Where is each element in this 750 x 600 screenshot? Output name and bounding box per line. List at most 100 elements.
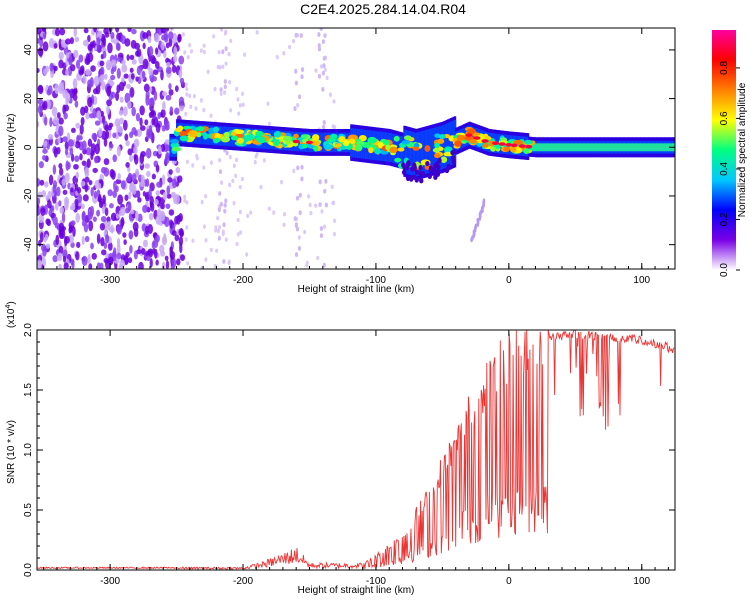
band-stripe bbox=[585, 143, 588, 152]
noise-cell bbox=[81, 140, 87, 151]
band-stripe bbox=[625, 143, 628, 152]
faint-cell bbox=[333, 125, 337, 130]
noise-cell bbox=[37, 104, 43, 115]
noise-cell bbox=[164, 139, 171, 145]
noise-cell bbox=[168, 31, 174, 40]
noise-cell bbox=[123, 73, 129, 79]
band-stripe bbox=[601, 143, 604, 152]
noise-cell bbox=[77, 135, 83, 141]
faint-cell bbox=[267, 121, 271, 127]
band-blob bbox=[440, 156, 448, 163]
noise-cell bbox=[112, 154, 118, 163]
noise-cell bbox=[110, 59, 117, 67]
noise-cell bbox=[80, 203, 85, 210]
snr-scale-exponent: 4 bbox=[5, 305, 12, 309]
noise-cell bbox=[68, 234, 75, 244]
band-blob bbox=[323, 143, 334, 150]
noise-cell bbox=[87, 210, 93, 220]
band-blob bbox=[169, 139, 179, 144]
noise-cell bbox=[146, 170, 151, 178]
band-blob bbox=[223, 132, 230, 138]
column-cell bbox=[322, 120, 326, 125]
noise-cell bbox=[126, 83, 131, 89]
noise-cell bbox=[155, 215, 161, 225]
noise-cell bbox=[86, 158, 91, 169]
band-stripe bbox=[608, 143, 611, 152]
band-stripe bbox=[627, 143, 631, 152]
noise-cell bbox=[153, 90, 158, 101]
noise-cell bbox=[80, 117, 85, 126]
noise-cell bbox=[37, 259, 42, 269]
noise-cell bbox=[71, 259, 75, 269]
noise-cell bbox=[106, 105, 110, 115]
noise-cell bbox=[101, 130, 107, 140]
noise-cell bbox=[39, 232, 44, 243]
noise-cell bbox=[102, 36, 107, 46]
noise-cell bbox=[101, 205, 106, 214]
lower-blob bbox=[451, 158, 456, 165]
band-stripe bbox=[536, 143, 539, 152]
column-cell bbox=[300, 74, 304, 80]
noise-cell bbox=[99, 223, 106, 231]
noise-cell bbox=[129, 154, 134, 162]
faint-cell bbox=[195, 153, 199, 159]
column-cell bbox=[323, 188, 327, 194]
noise-cell bbox=[174, 85, 179, 93]
noise-cell bbox=[116, 243, 121, 255]
noise-cell bbox=[169, 251, 176, 260]
noise-cell bbox=[171, 257, 177, 269]
band-core bbox=[449, 121, 453, 166]
noise-cell bbox=[171, 64, 177, 74]
faint-cell bbox=[292, 168, 296, 174]
colorbar-gradient bbox=[712, 30, 736, 270]
band-stripe bbox=[560, 143, 563, 152]
band-blob bbox=[310, 140, 321, 146]
band-stripe bbox=[617, 143, 620, 152]
noise-cell bbox=[67, 139, 74, 147]
noise-cell bbox=[37, 37, 40, 44]
band-stripe bbox=[659, 143, 663, 152]
noise-cell bbox=[103, 257, 109, 264]
band-stripe bbox=[621, 143, 624, 152]
faint-cell bbox=[220, 28, 224, 32]
noise-cell bbox=[69, 147, 74, 156]
noise-cell bbox=[140, 151, 146, 158]
faint-cell bbox=[243, 52, 247, 57]
faint-cell bbox=[275, 54, 279, 60]
snr-y-tick-label: 1.5 bbox=[23, 383, 34, 397]
noise-cell bbox=[42, 100, 48, 111]
noise-cell bbox=[166, 193, 172, 199]
band-stripe bbox=[538, 143, 542, 152]
noise-cell bbox=[178, 96, 185, 107]
band-hotspot bbox=[525, 144, 533, 149]
noise-cell bbox=[73, 28, 78, 37]
noise-cell bbox=[62, 189, 68, 195]
snr-x-tick-label: -100 bbox=[366, 576, 386, 587]
noise-cell bbox=[165, 66, 172, 75]
band-stripe bbox=[584, 143, 587, 152]
band-hotspot bbox=[473, 136, 481, 140]
noise-cell bbox=[115, 28, 120, 33]
faint-cell bbox=[323, 67, 327, 72]
noise-cell bbox=[58, 125, 64, 137]
band-stripe bbox=[653, 143, 656, 152]
noise-cell bbox=[89, 76, 94, 88]
band-stripe bbox=[537, 143, 540, 152]
band-blob bbox=[382, 139, 391, 146]
noise-cell bbox=[85, 68, 91, 76]
faint-cell bbox=[228, 80, 232, 85]
noise-cell bbox=[58, 200, 62, 207]
faint-cell bbox=[231, 178, 235, 184]
snr-x-tick-label: 0 bbox=[506, 576, 512, 587]
faint-cell bbox=[185, 86, 189, 92]
column-cell bbox=[217, 235, 221, 241]
noise-cell bbox=[85, 147, 92, 156]
faint-cell bbox=[223, 90, 227, 95]
band-blob bbox=[524, 139, 533, 145]
band-stripe bbox=[590, 143, 594, 152]
noise-cell bbox=[133, 146, 138, 155]
noise-cell bbox=[84, 167, 90, 178]
column-cell bbox=[294, 223, 298, 228]
noise-cell bbox=[79, 153, 83, 161]
band-stripe bbox=[650, 143, 653, 152]
